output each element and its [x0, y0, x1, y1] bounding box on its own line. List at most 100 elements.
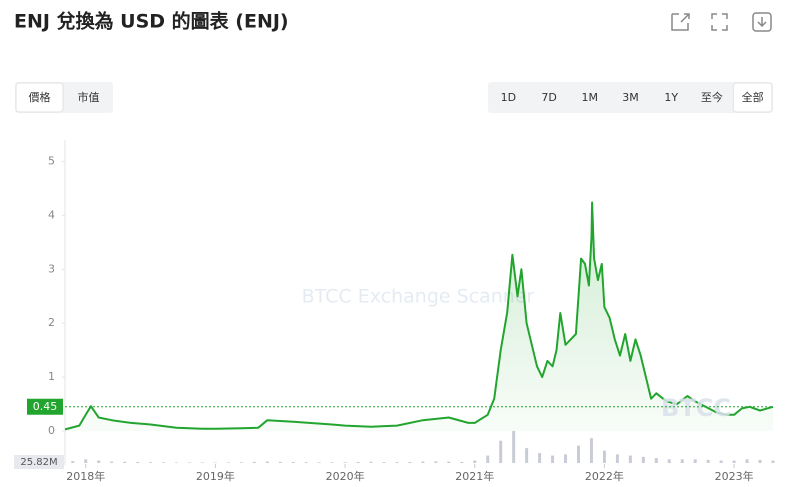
range-button[interactable]: 3M [622, 91, 639, 104]
volume-bar [226, 462, 230, 463]
range-button[interactable]: 至今 [701, 90, 723, 104]
page-title: ENJ 兌換為 USD 的圖表 (ENJ) [14, 10, 289, 33]
volume-bar [369, 461, 373, 463]
current-value-bg [27, 398, 63, 415]
volume-bar [706, 459, 710, 463]
range-group [488, 82, 773, 113]
x-tick-label: 2023年 [715, 469, 754, 483]
volume-bar [356, 462, 360, 463]
range-label: 1Y [664, 91, 678, 104]
volume-bar [680, 459, 684, 463]
volume-bar [771, 460, 775, 463]
range-label: 1D [501, 91, 516, 104]
volume-bar [615, 454, 619, 463]
volume-bar [200, 462, 204, 463]
toolbar-icons [671, 12, 772, 32]
tab-active-bg [15, 82, 64, 113]
range-active-bg [732, 82, 773, 113]
volume-bar [486, 455, 490, 463]
range-button[interactable]: 1D [501, 91, 516, 104]
range-label: 全部 [742, 90, 764, 104]
price-area [65, 202, 773, 431]
volume-bar [187, 462, 191, 463]
volume-bar [343, 462, 347, 463]
range-label: 至今 [701, 90, 723, 104]
price-line [64, 201, 774, 431]
y-tick-label: 5 [48, 155, 55, 168]
volume-bar [525, 448, 529, 463]
x-tick-label: 2021年 [455, 469, 494, 483]
range-button[interactable]: 1Y [664, 91, 678, 104]
y-tick-label: 3 [48, 262, 55, 275]
range-label: 7D [541, 91, 556, 104]
volume-bar [123, 461, 127, 463]
current-value-label: 0.45 [33, 400, 58, 413]
y-tick-label: 1 [48, 370, 55, 383]
fullscreen-icon[interactable] [711, 13, 728, 31]
share-icon[interactable] [671, 13, 690, 31]
y-tick-label: 4 [48, 208, 55, 221]
volume-bar [499, 440, 503, 463]
volume-bar [551, 455, 555, 463]
volume-bar [278, 461, 282, 463]
range-label: 1M [582, 91, 599, 104]
range-button[interactable]: 全部 [732, 82, 773, 113]
volume-bar [110, 461, 114, 463]
volume-bar [589, 438, 593, 463]
volume-bar [576, 445, 580, 463]
y-tick-label: 0 [48, 424, 55, 437]
volume-bar [538, 453, 542, 463]
volume-bar [149, 462, 153, 463]
volume-bar [732, 460, 736, 463]
volume-bar [421, 461, 425, 463]
tab-button[interactable]: 價格 [15, 82, 64, 113]
volume-bar [745, 459, 749, 463]
logo-watermark: BTCC [661, 394, 731, 422]
volume-bar [473, 460, 477, 463]
volume-label-bg [14, 455, 64, 469]
volume-bar [667, 459, 671, 463]
volume-bar [654, 458, 658, 463]
x-tick-label: 2020年 [326, 469, 365, 483]
tab-label: 價格 [29, 90, 51, 104]
download-icon[interactable] [752, 12, 772, 32]
volume-bar [434, 461, 438, 463]
volume-bar [693, 459, 697, 463]
y-tick-label: 2 [48, 316, 55, 329]
volume-bar [175, 462, 179, 463]
volume-bar [291, 462, 295, 463]
x-tick-label: 2018年 [66, 469, 105, 483]
volume-bar [382, 462, 386, 463]
volume-bar [602, 450, 606, 463]
volume-bar [758, 459, 762, 463]
volume-bar [71, 461, 75, 463]
volume-tick-label: 25.82M [20, 457, 57, 468]
volume-bar [447, 461, 451, 463]
range-label: 3M [622, 91, 639, 104]
volume-bar [84, 459, 88, 463]
volume-bar [265, 461, 269, 463]
x-tick-label: 2022年 [585, 469, 624, 483]
range-button[interactable]: 1M [582, 91, 599, 104]
volume-bar [97, 460, 101, 463]
volume-bar [641, 456, 645, 463]
volume-bar [460, 462, 464, 463]
volume-bar [628, 455, 632, 463]
watermark: BTCC Exchange Scanner [302, 286, 535, 308]
range-button[interactable]: 7D [541, 91, 556, 104]
volume-bar [330, 462, 334, 463]
volume-bar [136, 462, 140, 463]
volume-bar [719, 460, 723, 463]
volume-bar [304, 462, 308, 463]
volume-bar [395, 462, 399, 463]
volume-bar [252, 461, 256, 463]
volume-bar [317, 462, 321, 463]
volume-bar [564, 454, 568, 463]
x-tick-label: 2019年 [196, 469, 235, 483]
volume-bar [162, 462, 166, 463]
tab-button[interactable]: 市值 [78, 90, 100, 104]
volume-bar [512, 431, 516, 463]
tab-label: 市值 [78, 90, 100, 104]
